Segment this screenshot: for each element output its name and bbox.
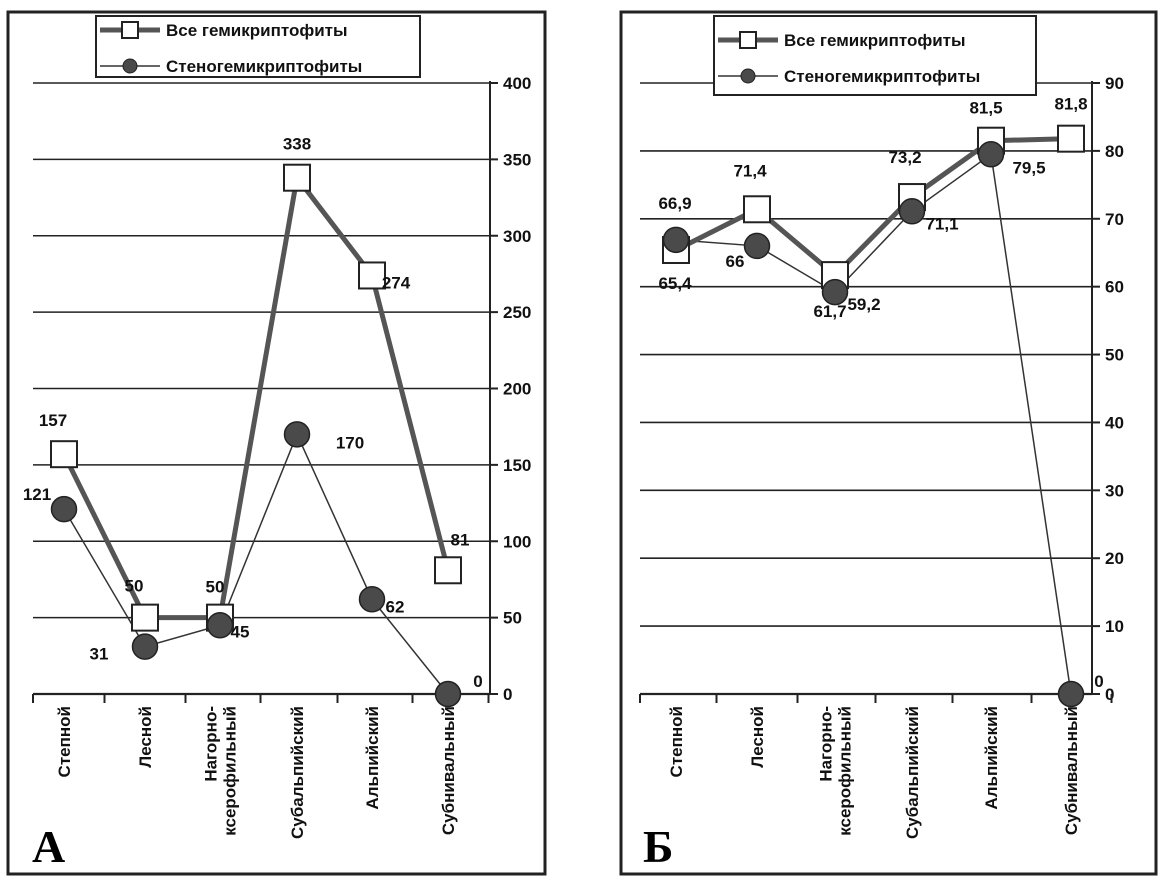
square-marker [743,195,771,224]
category-label: Степной [667,706,686,777]
y-tick-label: 100 [503,532,531,551]
y-tick-label: 200 [503,380,531,399]
y-tick-label: 90 [1105,74,1124,93]
legend-label: Стеногемикриптофиты [784,67,980,86]
data-label: 0 [473,672,482,691]
square-marker [358,261,386,290]
category-label: Субнивальный [439,706,458,835]
square-marker [283,163,311,192]
circle-marker [358,586,386,613]
series-line-stenohemicryptophytes [675,152,1072,695]
data-label: 62 [386,597,405,616]
category-label: Альпийский [982,706,1001,810]
square-marker [131,603,159,632]
category-label: Нагорно- [202,706,221,782]
data-label: 73,2 [888,148,921,167]
data-label: 274 [382,273,411,292]
data-label: 66 [726,252,745,271]
square-marker [50,440,78,469]
y-tick-label: 30 [1105,481,1124,500]
legend-square-marker [739,31,757,49]
data-label: 79,5 [1012,158,1045,177]
y-tick-label: 400 [503,74,531,93]
category-label: Нагорно- [817,706,836,782]
circle-marker [131,633,159,660]
data-label: 31 [90,645,109,664]
circle-marker [283,421,311,448]
data-label: 45 [231,622,250,641]
y-tick-label: 50 [503,609,522,628]
legend-box [95,15,421,78]
y-tick-label: 300 [503,227,531,246]
y-tick-label: 150 [503,456,531,475]
data-label: 121 [23,485,51,504]
chart-panel-b: 0 10 20 30 40 50 60 70 80 90 Степной Лесной Нагорно-… [619,10,1158,876]
data-label: 81,5 [969,99,1002,118]
data-label: 157 [39,411,67,430]
data-label: 61,7 [813,302,846,321]
panel-letter: Б [643,821,673,872]
legend-circle-marker [122,58,138,74]
category-label: Степной [55,706,74,777]
data-label: 81 [451,530,470,549]
y-tick-label: 20 [1105,549,1124,568]
panel-letter: А [32,821,65,872]
data-label: 81,8 [1054,95,1087,114]
category-label: Субальпийский [903,706,922,839]
y-tick-label: 250 [503,303,531,322]
circle-marker [743,232,771,260]
category-label: Субнивальный [1062,706,1081,835]
data-label: 65,4 [658,274,692,293]
data-label: 0 [1094,672,1103,691]
circle-marker [662,226,690,254]
circle-marker [50,495,78,523]
data-label: 338 [283,135,311,154]
y-tick-label: 40 [1105,413,1124,432]
y-tick-label: 50 [1105,346,1124,365]
legend-box [713,15,1037,96]
data-label: 50 [206,578,225,597]
legend-label: Все гемикриптофиты [784,31,966,50]
data-label: 59,2 [847,295,880,314]
legend-square-marker [121,21,139,39]
data-label: 170 [336,433,364,452]
y-tick-label: 80 [1105,142,1124,161]
square-marker [1057,124,1085,153]
legend-label: Все гемикриптофиты [166,21,348,40]
category-label: Альпийский [363,706,382,810]
category-label: Лесной [136,706,155,768]
category-label: Лесной [748,706,767,768]
data-label: 71,1 [925,214,958,233]
panel-frame [619,10,1158,876]
category-label: ксерофильный [221,706,240,836]
y-tick-label: 0 [503,685,512,704]
category-label: ксерофильный [836,706,855,836]
category-label: Субальпийский [288,706,307,839]
legend-circle-marker [740,68,756,84]
circle-marker [434,680,462,708]
y-tick-label: 60 [1105,278,1124,297]
circle-marker [898,198,926,225]
legend-label: Стеногемикриптофиты [166,57,362,76]
series-line-all-hemicryptophytes [61,175,451,621]
series-line-stenohemicryptophytes [63,432,449,695]
circle-marker [1057,680,1085,708]
panel-frame [6,10,547,876]
chart-panel-a: 0 50 100 150 200 250 300 350 400 Степной Лесной Наг… [6,10,547,876]
y-tick-label: 70 [1105,210,1124,229]
circle-marker [821,278,849,306]
y-tick-label: 0 [1105,685,1114,704]
data-label: 71,4 [733,161,767,180]
data-label: 50 [125,577,144,596]
y-tick-label: 350 [503,150,531,169]
square-marker [434,556,462,585]
circle-marker [206,612,234,639]
y-tick-label: 10 [1105,617,1124,636]
data-label: 66,9 [658,194,691,213]
circle-marker [977,141,1005,168]
